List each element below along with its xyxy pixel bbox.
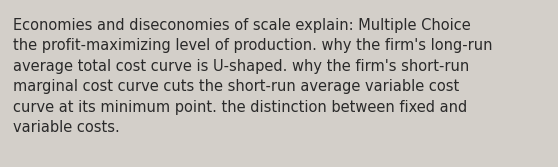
Text: Economies and diseconomies of scale explain: Multiple Choice
the profit-maximizi: Economies and diseconomies of scale expl… [13,18,493,135]
